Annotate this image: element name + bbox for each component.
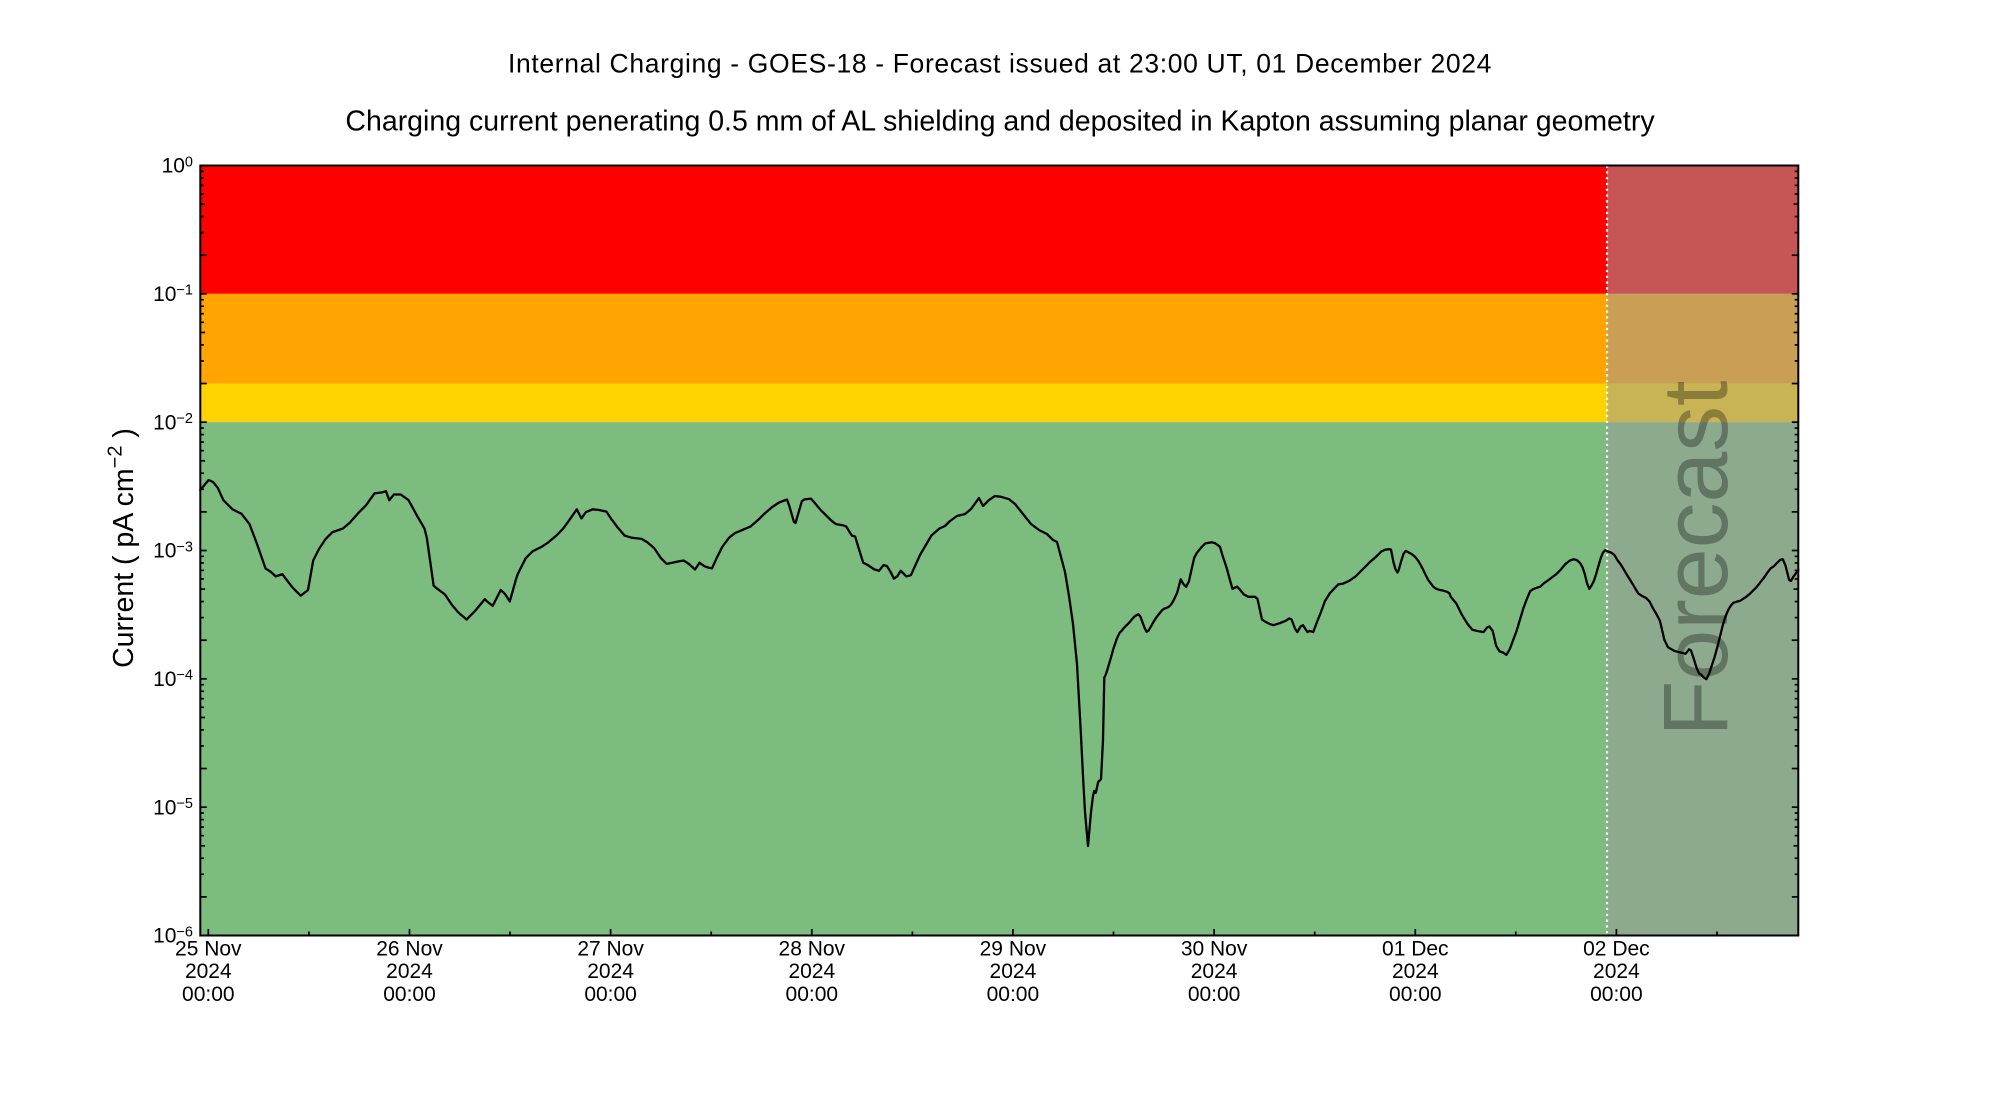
svg-text:2024: 2024 [788,960,835,983]
svg-text:00:00: 00:00 [786,983,839,1006]
svg-text:10−4: 10−4 [153,668,193,691]
svg-text:00:00: 00:00 [383,983,436,1006]
svg-text:2024: 2024 [1593,960,1640,983]
svg-text:10−2: 10−2 [153,411,193,434]
svg-text:02 Dec: 02 Dec [1583,938,1650,961]
svg-text:2024: 2024 [386,960,433,983]
svg-text:00:00: 00:00 [584,983,637,1006]
svg-text:26 Nov: 26 Nov [376,938,443,961]
svg-text:28 Nov: 28 Nov [779,938,846,961]
svg-text:10−1: 10−1 [153,283,193,306]
svg-text:Forecast: Forecast [1645,381,1747,737]
svg-text:00:00: 00:00 [1590,983,1643,1006]
svg-text:2024: 2024 [185,960,232,983]
svg-text:Charging current penerating 0.: Charging current penerating 0.5 mm of AL… [345,105,1655,137]
svg-text:2024: 2024 [990,960,1037,983]
svg-text:10−5: 10−5 [153,796,193,819]
svg-text:29 Nov: 29 Nov [980,938,1047,961]
svg-text:2024: 2024 [1191,960,1238,983]
svg-text:00:00: 00:00 [987,983,1040,1006]
svg-text:2024: 2024 [1392,960,1439,983]
svg-text:2024: 2024 [587,960,634,983]
svg-text:25 Nov: 25 Nov [175,938,242,961]
svg-text:10−6: 10−6 [153,924,193,947]
svg-text:10−3: 10−3 [153,539,193,562]
svg-text:00:00: 00:00 [1188,983,1241,1006]
svg-text:100: 100 [162,154,193,177]
svg-text:Internal Charging - GOES-18 -: Internal Charging - GOES-18 - Forecast i… [508,49,1492,79]
svg-text:01 Dec: 01 Dec [1382,938,1449,961]
svg-text:00:00: 00:00 [182,983,235,1006]
svg-text:30 Nov: 30 Nov [1181,938,1248,961]
svg-text:00:00: 00:00 [1389,983,1442,1006]
svg-text:27 Nov: 27 Nov [577,938,644,961]
